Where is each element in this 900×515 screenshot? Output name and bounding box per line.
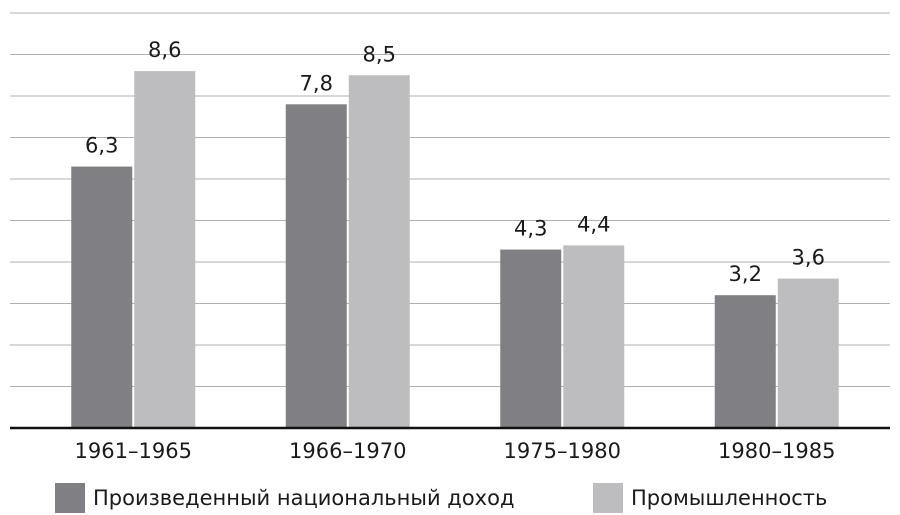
bar	[348, 75, 410, 428]
value-label: 3,2	[729, 262, 762, 286]
bar	[71, 166, 133, 429]
legend-label: Промышленность	[631, 486, 827, 510]
bar	[714, 295, 776, 428]
bar	[285, 104, 347, 429]
bar	[500, 249, 562, 428]
value-label: 8,5	[363, 42, 396, 66]
x-tick-label: 1980–1985	[718, 439, 835, 463]
value-label: 3,6	[792, 246, 825, 270]
legend-swatch	[55, 483, 85, 513]
bar	[134, 71, 196, 428]
x-tick-label: 1961–1965	[75, 439, 192, 463]
x-tick-label: 1966–1970	[289, 439, 406, 463]
bar	[563, 245, 625, 428]
bar	[777, 278, 839, 428]
value-label: 4,3	[514, 217, 547, 241]
legend-label: Произведенный национальный доход	[93, 486, 514, 510]
value-label: 6,3	[85, 134, 118, 158]
x-tick-label: 1975–1980	[504, 439, 621, 463]
value-label: 7,8	[300, 71, 333, 95]
legend-swatch	[593, 483, 623, 513]
value-label: 4,4	[577, 212, 610, 236]
value-label: 8,6	[148, 38, 181, 62]
